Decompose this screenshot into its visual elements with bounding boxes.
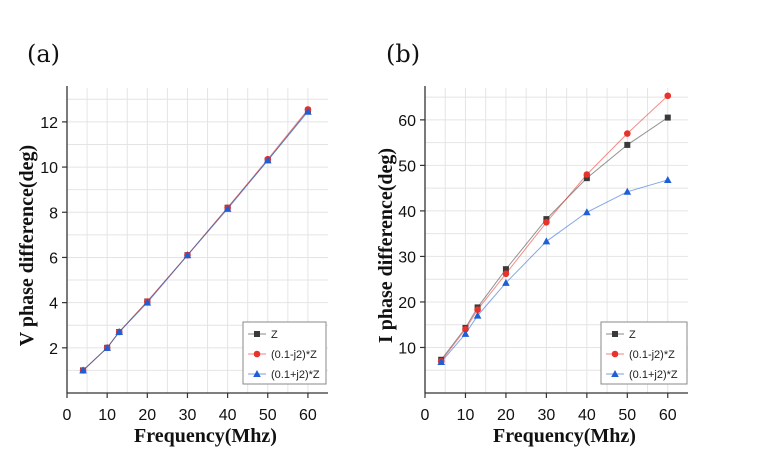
data-point [583,175,590,182]
x-tick-label: 60 [299,407,317,424]
data-point [223,204,232,212]
legend-marker [253,350,261,358]
legend-marker [611,370,619,377]
data-point [542,237,551,245]
legend-marker [611,350,619,358]
legend: Z (0.1-j2)*Z (0.1+j2)*Z [600,321,688,385]
data-point [115,328,123,335]
y-tick-label: 10 [398,340,416,357]
x-tick-label: 50 [618,407,636,424]
data-point [304,107,312,115]
y-tick-label: 40 [398,204,416,221]
data-point [624,130,631,137]
chart-panel-1: 0 10 20 30 40 50 60 2 4 6 8 10 12 Z (0.1-j2)*Z (0.1+j2)… [16,40,328,447]
data-point [583,208,591,216]
data-point [623,187,632,195]
legend-marker [612,331,618,337]
data-point [502,270,510,278]
panel-label: (a) [27,40,60,68]
chart-panel-2: 0 10 20 30 40 50 60 10 20 30 40 50 60 Z (0.1-j2)*Z (0.1… [375,40,688,447]
x-tick-label: 40 [219,407,237,424]
series-3 [437,175,672,366]
data-point [103,343,111,351]
y-tick-label: 20 [398,295,416,312]
legend-marker [254,331,260,337]
data-point [502,278,510,286]
y-tick-label: 12 [40,115,58,132]
legend-label: (0.1-j2)*Z [629,349,675,361]
x-tick-label: 0 [421,407,430,424]
x-tick-label: 40 [578,407,596,424]
data-point [183,251,192,259]
data-point [473,311,482,319]
data-point [437,358,445,366]
y-tick-label: 50 [398,158,416,175]
series-line [440,117,669,361]
legend-label: Z [629,329,636,341]
y-tick-label: 4 [49,296,58,313]
data-point [461,329,470,337]
y-axis-title: V phase difference(deg) [16,145,38,346]
x-tick-label: 50 [259,407,277,424]
data-point [502,266,509,273]
data-point [474,306,481,313]
legend-label: (0.1+j2)*Z [271,369,320,381]
x-tick-label: 10 [457,407,475,424]
y-tick-label: 6 [49,250,58,267]
x-tick-label: 30 [537,407,555,424]
y-tick-label: 60 [398,113,416,130]
x-axis-title: Frequency(Mhz) [134,425,277,447]
data-point [664,114,671,121]
data-point [143,298,152,306]
series-3 [79,107,312,374]
data-point [263,156,272,164]
legend-marker [253,370,261,377]
x-tick-label: 20 [138,407,156,424]
panel-label: (b) [386,40,420,68]
legend-label: Z [271,329,278,341]
legend: Z (0.1-j2)*Z (0.1+j2)*Z [242,321,327,385]
y-tick-label: 10 [40,160,58,177]
data-point [624,141,631,148]
series-line [440,95,669,362]
data-point [583,171,591,178]
y-tick-label: 2 [49,341,58,358]
y-tick-label: 30 [398,249,416,266]
y-axis-title: I phase difference(deg) [375,148,397,343]
x-tick-label: 0 [63,407,72,424]
data-point [663,175,672,183]
y-tick-label: 8 [49,205,58,222]
x-axis-title: Frequency(Mhz) [493,425,636,447]
data-point [79,366,87,374]
legend-label: (0.1+j2)*Z [629,369,678,381]
data-point [543,218,550,226]
data-point [664,92,672,100]
x-tick-label: 20 [497,407,515,424]
x-tick-label: 10 [98,407,116,424]
series-line [440,179,668,363]
series-line [82,111,309,371]
legend-label: (0.1-j2)*Z [271,349,317,361]
x-tick-label: 60 [659,407,677,424]
x-tick-label: 30 [179,407,197,424]
